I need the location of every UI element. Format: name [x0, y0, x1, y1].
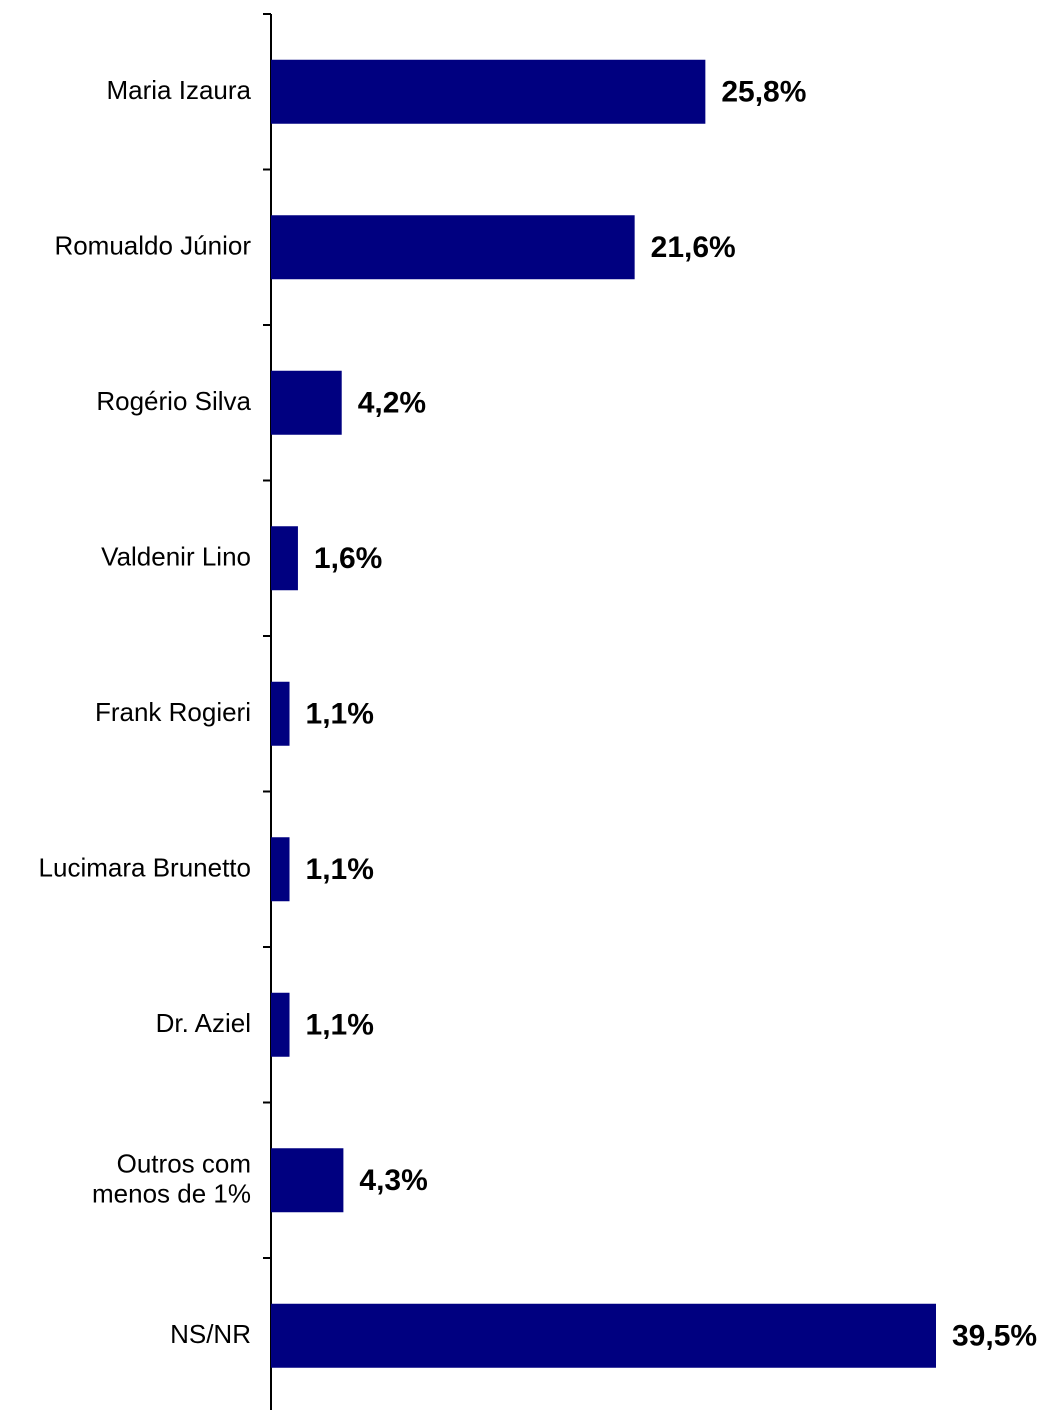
data-label: 1,1%: [306, 698, 374, 731]
category-label: Maria Izaura: [107, 75, 252, 105]
labels: Maria Izaura 25,8% Romualdo Júnior 21,6% Rog…: [39, 75, 1038, 1353]
data-label: 4,2%: [358, 387, 426, 420]
bar: [271, 1303, 936, 1368]
category-label: Rogério Silva: [96, 386, 251, 416]
data-label: 39,5%: [952, 1320, 1037, 1353]
bar: [271, 1148, 344, 1213]
axis: [263, 13, 272, 1410]
data-label: 21,6%: [651, 231, 736, 264]
category-label: Lucimara Brunetto: [39, 852, 251, 882]
bar: [271, 526, 298, 591]
bar: [271, 370, 342, 435]
data-label: 1,1%: [306, 853, 374, 886]
data-label: 1,1%: [306, 1009, 374, 1042]
bars: [271, 59, 936, 1368]
bar: [271, 59, 706, 124]
bar: [271, 992, 290, 1057]
category-label: Dr. Aziel: [156, 1008, 251, 1038]
category-label: Valdenir Lino: [101, 541, 251, 571]
data-label: 25,8%: [721, 76, 806, 109]
category-label: Romualdo Júnior: [54, 230, 251, 260]
category-label: NS/NR: [170, 1319, 251, 1349]
bar: [271, 215, 635, 280]
category-label: Frank Rogieri: [95, 697, 251, 727]
data-label: 1,6%: [314, 542, 382, 575]
category-label: Outros com menos de 1%: [92, 1148, 251, 1208]
bar: [271, 681, 290, 746]
data-label: 4,3%: [359, 1164, 427, 1197]
bar: [271, 837, 290, 902]
